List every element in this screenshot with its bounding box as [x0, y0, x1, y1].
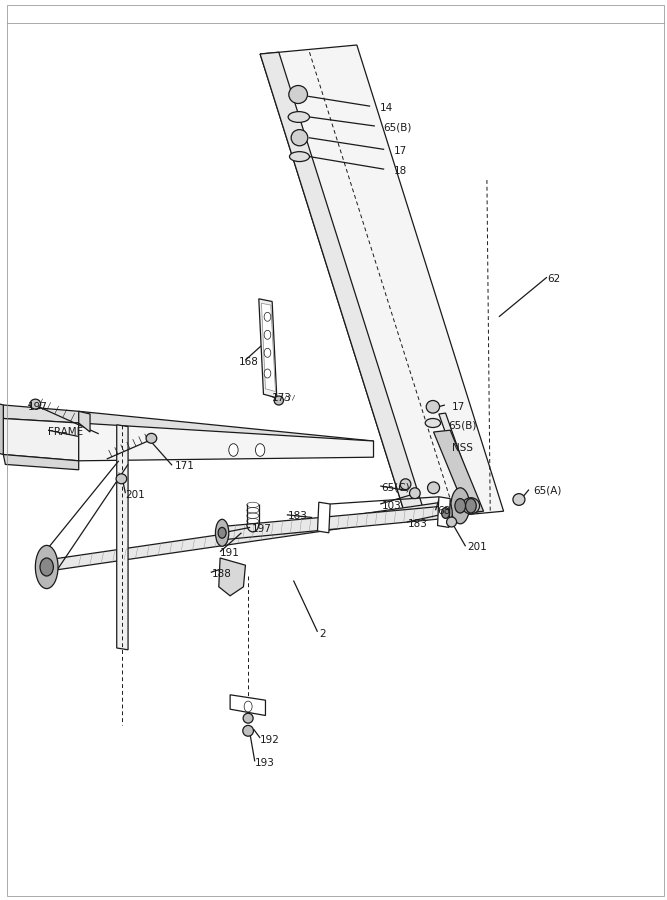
Text: 18: 18 — [394, 166, 407, 176]
Circle shape — [264, 369, 271, 378]
Text: 173: 173 — [272, 392, 292, 403]
Text: 14: 14 — [380, 103, 394, 113]
Ellipse shape — [288, 112, 309, 122]
Text: 188: 188 — [212, 569, 232, 580]
Circle shape — [218, 527, 226, 538]
Circle shape — [455, 499, 466, 513]
Circle shape — [264, 348, 271, 357]
Circle shape — [255, 444, 265, 456]
Text: 201: 201 — [125, 490, 145, 500]
Polygon shape — [3, 405, 374, 454]
Text: 183: 183 — [288, 510, 308, 521]
Ellipse shape — [462, 498, 480, 514]
Ellipse shape — [146, 433, 157, 444]
Polygon shape — [260, 52, 427, 520]
Text: 191: 191 — [220, 548, 240, 559]
Circle shape — [244, 701, 252, 712]
Text: 2: 2 — [319, 628, 325, 639]
Polygon shape — [3, 418, 79, 461]
Text: 192: 192 — [260, 734, 280, 745]
Polygon shape — [438, 497, 450, 527]
Text: 183: 183 — [408, 518, 428, 529]
Ellipse shape — [513, 493, 525, 506]
Text: 197: 197 — [252, 524, 272, 535]
Polygon shape — [220, 506, 447, 540]
Circle shape — [229, 444, 238, 456]
Text: NSS: NSS — [452, 443, 473, 454]
Text: 65(B): 65(B) — [448, 420, 477, 431]
Ellipse shape — [30, 400, 41, 409]
Ellipse shape — [35, 545, 58, 589]
Circle shape — [40, 558, 53, 576]
Circle shape — [466, 499, 476, 513]
Polygon shape — [317, 502, 330, 533]
Text: 193: 193 — [255, 758, 275, 769]
Polygon shape — [45, 500, 460, 572]
Polygon shape — [3, 454, 79, 470]
Ellipse shape — [426, 400, 440, 413]
Text: 201: 201 — [467, 542, 487, 553]
Ellipse shape — [439, 500, 452, 526]
Polygon shape — [259, 299, 277, 398]
Ellipse shape — [289, 151, 309, 162]
Circle shape — [264, 330, 271, 339]
Polygon shape — [219, 558, 245, 596]
Circle shape — [442, 508, 450, 518]
Text: FRAME: FRAME — [48, 427, 83, 437]
Text: 197: 197 — [28, 401, 48, 412]
Text: 171: 171 — [175, 461, 195, 472]
Ellipse shape — [215, 519, 229, 546]
Ellipse shape — [447, 517, 456, 526]
Polygon shape — [260, 45, 504, 520]
Ellipse shape — [289, 86, 307, 104]
Polygon shape — [434, 430, 484, 513]
Text: 65(B): 65(B) — [384, 122, 412, 133]
Text: 168: 168 — [239, 356, 259, 367]
Text: 65(A): 65(A) — [534, 485, 562, 496]
Polygon shape — [230, 695, 265, 716]
Text: 65(C): 65(C) — [382, 482, 410, 493]
Ellipse shape — [243, 725, 253, 736]
Ellipse shape — [116, 473, 127, 484]
Ellipse shape — [243, 713, 253, 724]
Ellipse shape — [451, 488, 470, 524]
Ellipse shape — [291, 130, 307, 146]
Ellipse shape — [428, 482, 440, 493]
Text: 68: 68 — [437, 506, 450, 517]
Ellipse shape — [426, 418, 441, 427]
Ellipse shape — [274, 396, 283, 405]
Text: 62: 62 — [547, 274, 560, 284]
Circle shape — [264, 312, 271, 321]
Text: 103: 103 — [382, 500, 402, 511]
Polygon shape — [261, 303, 275, 392]
Polygon shape — [79, 423, 374, 461]
Polygon shape — [0, 400, 3, 454]
Polygon shape — [117, 425, 128, 650]
Text: 17: 17 — [394, 146, 407, 157]
Text: 17: 17 — [452, 401, 466, 412]
Ellipse shape — [410, 488, 420, 499]
Polygon shape — [439, 413, 480, 512]
Ellipse shape — [400, 479, 411, 490]
Polygon shape — [79, 411, 90, 432]
